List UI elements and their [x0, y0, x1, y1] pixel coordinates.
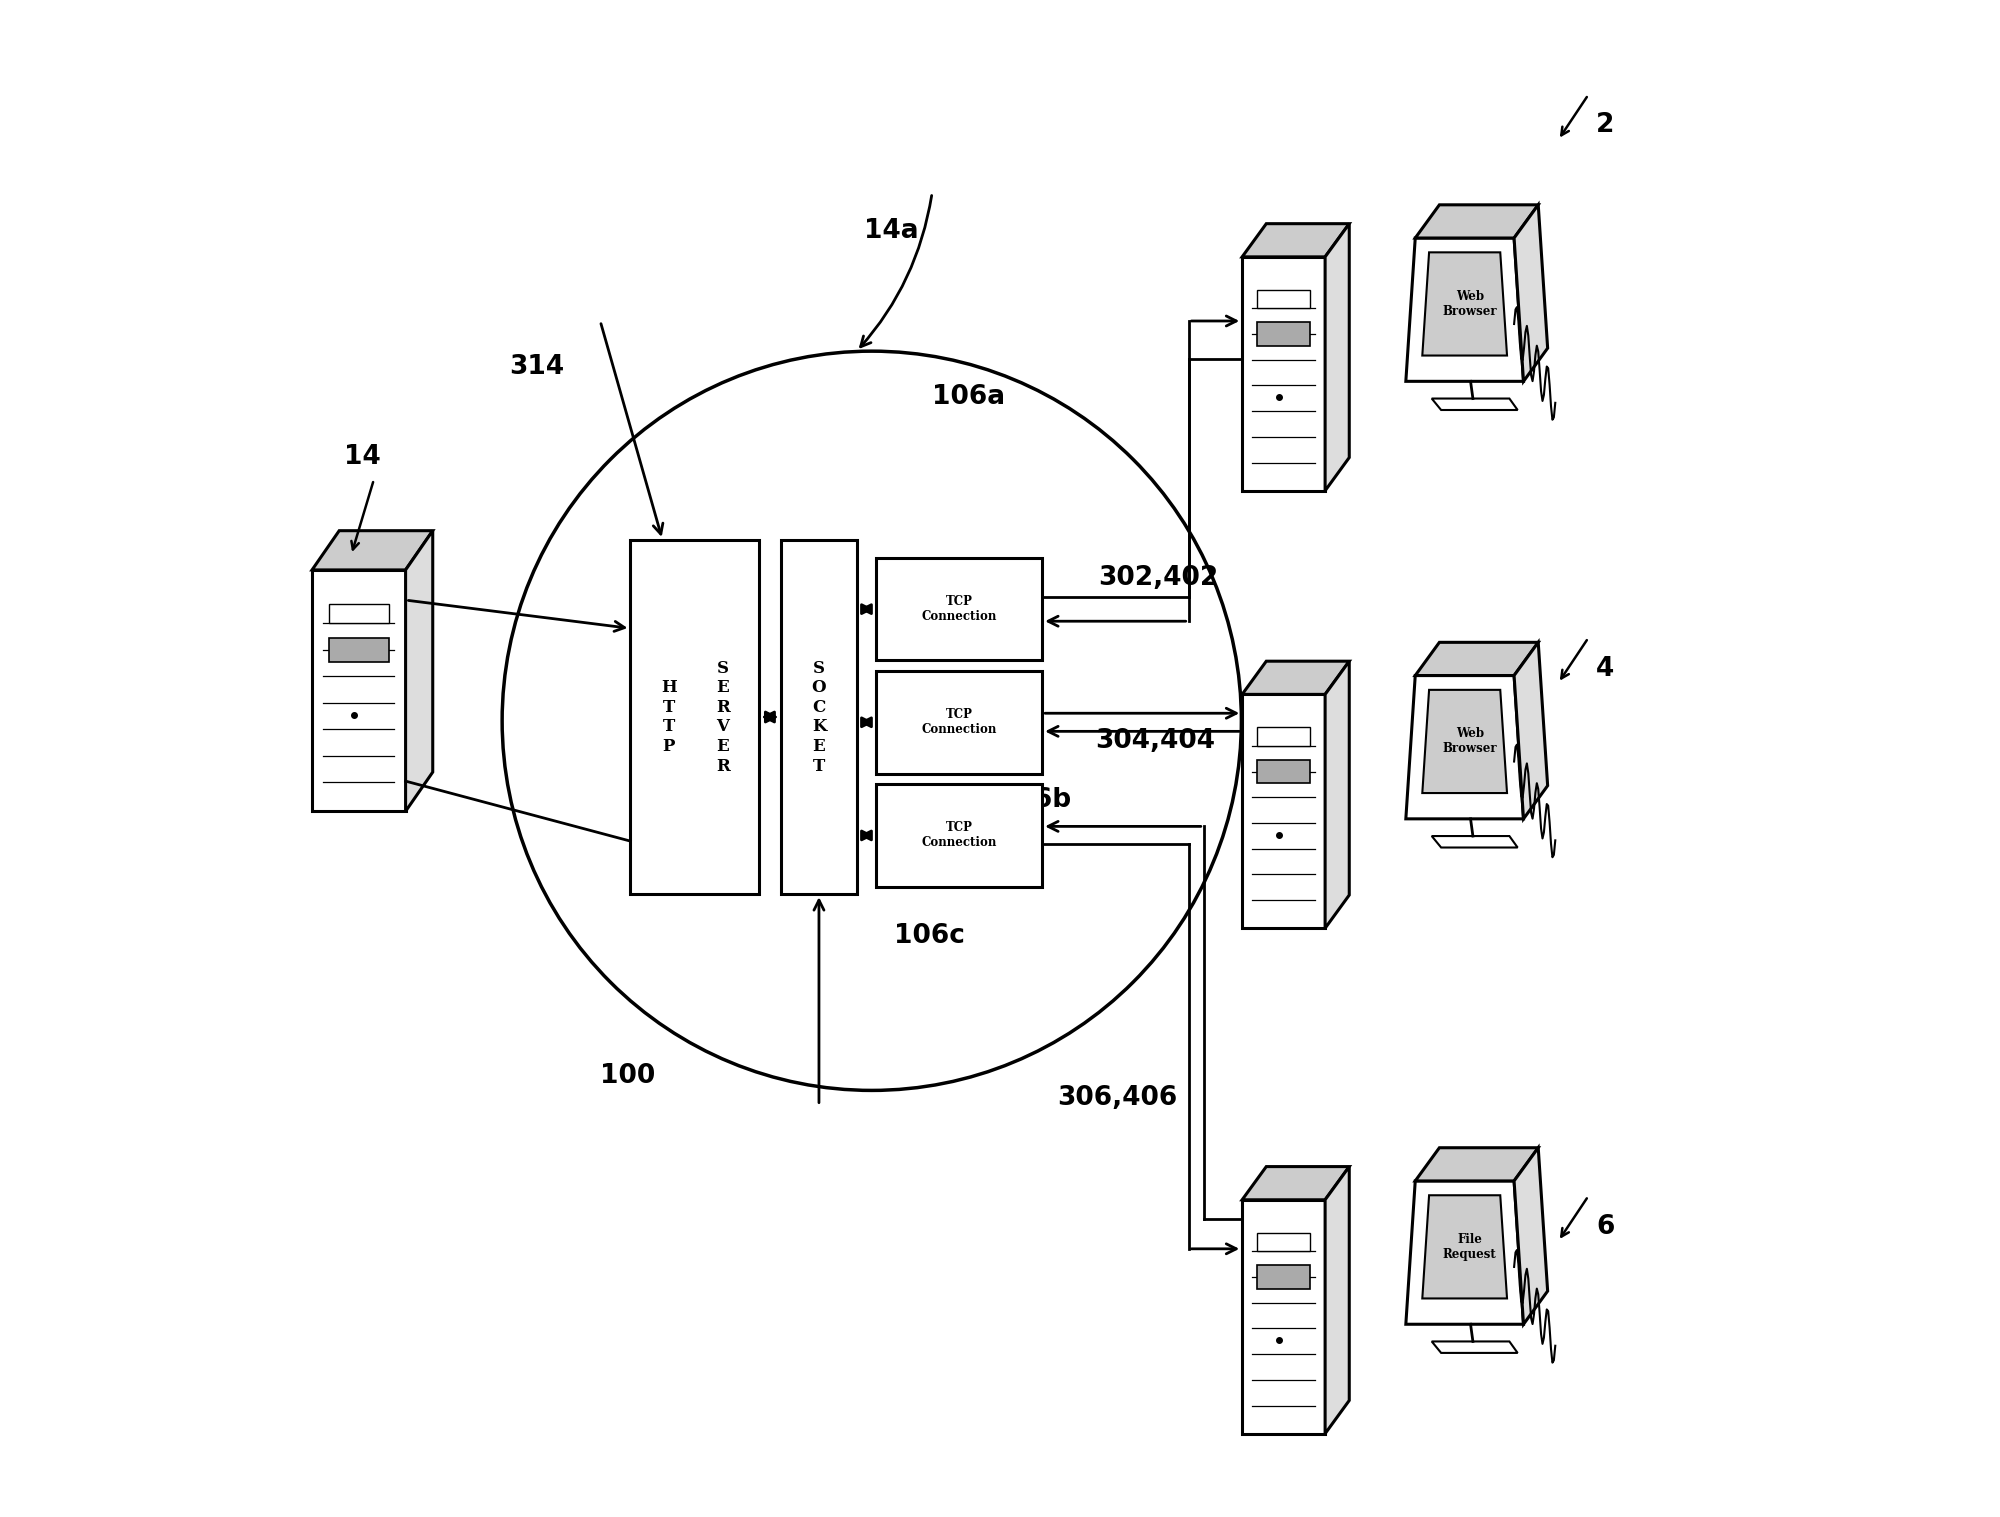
Polygon shape	[1416, 1148, 1538, 1180]
Polygon shape	[1514, 642, 1548, 819]
Text: File
Request: File Request	[1442, 1233, 1496, 1261]
Polygon shape	[1242, 661, 1350, 695]
Polygon shape	[1422, 252, 1508, 355]
Text: S
E
R
V
E
R: S E R V E R	[716, 660, 730, 775]
Polygon shape	[1406, 1180, 1524, 1324]
Polygon shape	[1422, 690, 1508, 793]
Polygon shape	[1514, 205, 1548, 381]
FancyBboxPatch shape	[876, 784, 1042, 887]
FancyBboxPatch shape	[630, 540, 758, 895]
Text: S
O
C
K
E
T: S O C K E T	[812, 660, 826, 775]
Circle shape	[502, 350, 1242, 1091]
FancyBboxPatch shape	[876, 671, 1042, 774]
Polygon shape	[1242, 223, 1350, 256]
Polygon shape	[1514, 1148, 1548, 1324]
Polygon shape	[312, 531, 432, 570]
Text: TCP
Connection: TCP Connection	[922, 708, 996, 736]
Text: 4: 4	[1596, 655, 1614, 681]
FancyBboxPatch shape	[328, 604, 388, 623]
Text: 14a: 14a	[864, 218, 918, 244]
FancyBboxPatch shape	[1258, 290, 1310, 308]
Polygon shape	[1242, 1167, 1350, 1200]
FancyBboxPatch shape	[1258, 727, 1310, 746]
Polygon shape	[1422, 1195, 1508, 1299]
Polygon shape	[1406, 238, 1524, 381]
Polygon shape	[1242, 1200, 1326, 1434]
Text: 106b: 106b	[996, 787, 1072, 813]
Polygon shape	[1416, 205, 1538, 238]
Text: 14: 14	[344, 444, 380, 470]
Polygon shape	[1432, 399, 1518, 410]
Text: 106c: 106c	[894, 922, 966, 948]
Text: 2: 2	[1596, 112, 1614, 138]
Text: TCP
Connection: TCP Connection	[922, 595, 996, 623]
Polygon shape	[1406, 675, 1524, 819]
Polygon shape	[312, 570, 406, 812]
Text: Web
Browser: Web Browser	[1442, 728, 1498, 755]
Polygon shape	[1242, 256, 1326, 490]
Text: 6: 6	[1596, 1214, 1614, 1239]
Text: 106a: 106a	[932, 384, 1006, 410]
Polygon shape	[1416, 642, 1538, 675]
Polygon shape	[1326, 661, 1350, 928]
FancyBboxPatch shape	[328, 637, 388, 661]
FancyBboxPatch shape	[876, 558, 1042, 660]
Text: 302,402: 302,402	[1098, 564, 1218, 592]
Text: 314: 314	[510, 353, 564, 379]
Text: TCP
Connection: TCP Connection	[922, 821, 996, 850]
Polygon shape	[1242, 695, 1326, 928]
Text: Web
Browser: Web Browser	[1442, 290, 1498, 319]
FancyBboxPatch shape	[1258, 760, 1310, 783]
Text: 306,406: 306,406	[1058, 1086, 1178, 1112]
Polygon shape	[1432, 836, 1518, 848]
Text: 304,404: 304,404	[1096, 728, 1216, 754]
FancyBboxPatch shape	[782, 540, 856, 895]
FancyBboxPatch shape	[1258, 322, 1310, 346]
Text: H
T
T
P: H T T P	[660, 680, 676, 755]
Text: 100: 100	[600, 1063, 656, 1089]
Polygon shape	[1432, 1341, 1518, 1353]
FancyBboxPatch shape	[1258, 1265, 1310, 1288]
Polygon shape	[406, 531, 432, 812]
FancyBboxPatch shape	[1258, 1232, 1310, 1252]
Polygon shape	[1326, 223, 1350, 490]
Polygon shape	[1326, 1167, 1350, 1434]
